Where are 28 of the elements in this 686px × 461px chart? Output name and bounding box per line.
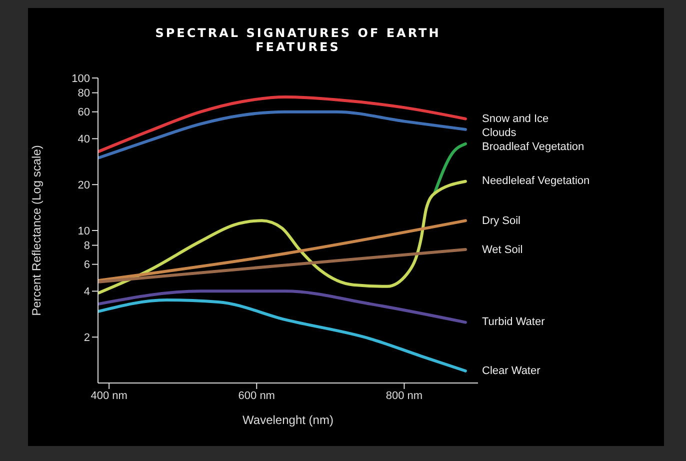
- y-tick-label: 60: [78, 106, 90, 119]
- y-axis-title: Percent Reflectance (Log scale): [29, 145, 44, 316]
- series-label: Snow and Ice: [482, 112, 549, 126]
- y-tick-label: 6: [84, 259, 90, 272]
- y-tick-label: 80: [78, 88, 90, 100]
- y-tick-label: 2: [84, 332, 90, 344]
- series-label: Needleleaf Vegetation: [482, 174, 590, 188]
- series-label: Dry Soil: [482, 214, 521, 228]
- series-label: Turbid Water: [482, 315, 545, 330]
- series-label: Clouds: [482, 126, 516, 140]
- y-tick-label: 10: [78, 225, 90, 238]
- y-tick-label: 4: [84, 286, 90, 298]
- y-tick-label: 8: [84, 240, 90, 252]
- series-label: Broadleaf Vegetation: [482, 140, 584, 154]
- x-tick-label: 400 nm: [90, 390, 128, 402]
- x-axis-title: Wavelenght (nm): [242, 413, 334, 427]
- line-series: [98, 180, 467, 294]
- y-tick-label: 20: [78, 180, 90, 192]
- x-tick-label: 800 nm: [386, 390, 423, 402]
- line-series: [98, 96, 467, 153]
- chart-title: SPECTRAL SIGNATURES OF EARTH FEATURES: [154, 26, 442, 54]
- line-series: [98, 110, 467, 160]
- series-label: Clear Water: [482, 364, 540, 378]
- y-tick-label: 40: [78, 134, 90, 146]
- y-tick-label: 100: [72, 72, 90, 85]
- series-label: Wet Soil: [482, 242, 523, 257]
- line-series: [98, 298, 467, 372]
- x-tick-label: 600 nm: [238, 390, 275, 402]
